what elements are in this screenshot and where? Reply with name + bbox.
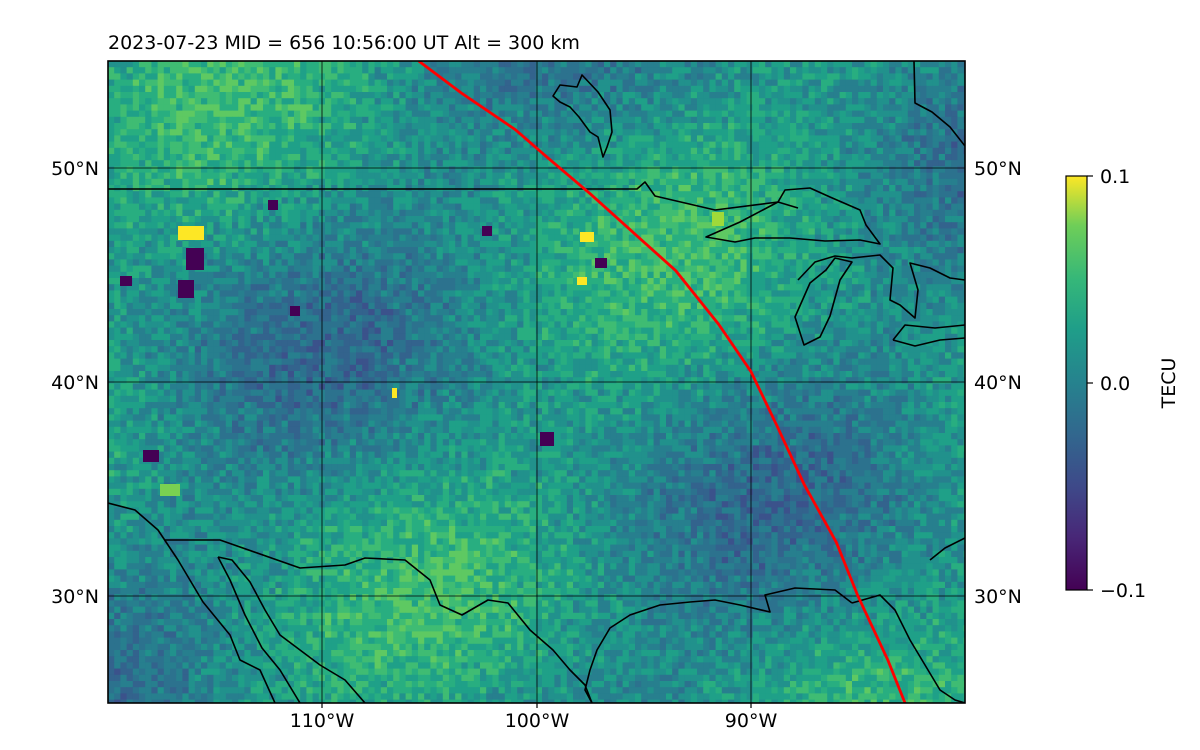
lat-label-right-30: 30°N <box>974 586 1022 608</box>
terminator-line <box>417 61 907 703</box>
mexico-pacific-coast <box>108 502 276 703</box>
baja-peninsula <box>217 556 366 703</box>
atlantic-coast <box>929 537 965 561</box>
colorbar-label-zero: 0.0 <box>1100 373 1130 395</box>
graticule <box>108 61 965 703</box>
tec-field <box>108 61 965 703</box>
us-mexico-border <box>165 539 593 703</box>
lat-label-right-40: 40°N <box>974 372 1022 394</box>
colorbar-ramp <box>1065 175 1088 591</box>
lake-erie-ontario <box>892 324 965 347</box>
map-panel <box>107 60 966 708</box>
tick-marks <box>321 703 752 708</box>
lon-label-90w: 90°W <box>725 710 778 732</box>
colorbar-title: TECU <box>1158 358 1180 410</box>
gulf-coast-texas <box>584 587 853 703</box>
lon-label-110w: 110°W <box>290 710 355 732</box>
coastlines-and-borders <box>108 61 965 703</box>
lat-label-left-40: 40°N <box>51 372 99 394</box>
lat-label-left-30: 30°N <box>51 586 99 608</box>
colorbar-label-min: −0.1 <box>1100 580 1146 602</box>
lon-label-100w: 100°W <box>505 710 570 732</box>
colorbar-label-max: 0.1 <box>1100 166 1130 188</box>
lake-superior <box>705 187 881 245</box>
hudson-bay-east-coast <box>913 61 965 147</box>
hudson-bay-coast <box>552 74 613 158</box>
lake-huron-superior-links <box>797 254 965 319</box>
lake-michigan <box>794 257 853 346</box>
lat-label-left-50: 50°N <box>51 158 99 180</box>
colorbar: 0.1 0.0 −0.1 TECU <box>1065 166 1180 602</box>
axis-labels: 50°N 40°N 30°N 50°N 40°N 30°N 110°W 100°… <box>51 158 1022 732</box>
lat-label-right-50: 50°N <box>974 158 1022 180</box>
gulf-coast-east <box>851 594 965 703</box>
figure-title: 2023-07-23 MID = 656 10:56:00 UT Alt = 3… <box>108 32 580 54</box>
